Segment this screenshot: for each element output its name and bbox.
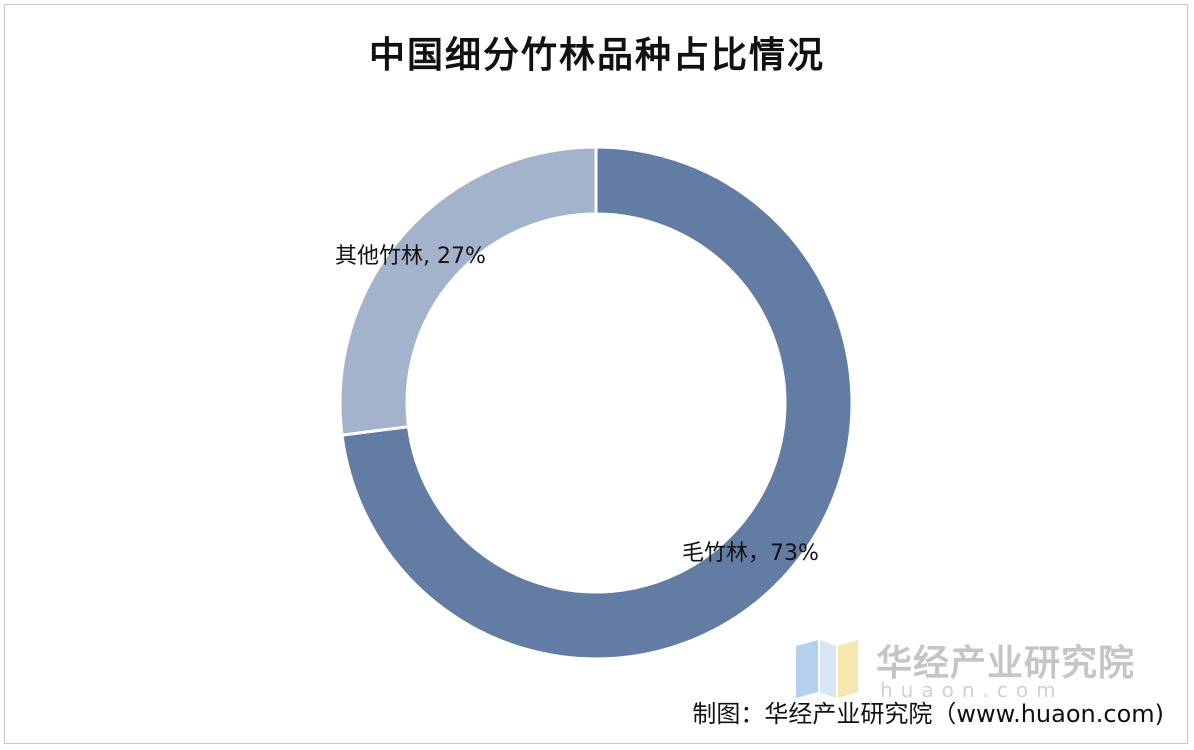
donut-slice-maozhu [340,145,854,661]
watermark-url: huaon.com [880,678,1064,702]
huajing-logo-icon [796,640,858,698]
slice-label-maozhu: 毛竹林，73% [682,541,819,566]
chart-title: 中国细分竹林品种占比情况 [368,34,825,76]
slice-label-other: 其他竹林, 27% [335,244,486,269]
donut-slice-other [338,145,598,437]
donut-slices [338,145,854,661]
source-note: 制图：华经产业研究院（www.huaon.com) [692,700,1164,728]
donut-labels: 毛竹林，73% 其他竹林, 27% [335,244,819,566]
watermark-name: 华经产业研究院 [876,643,1136,684]
watermark: 华经产业研究院 huaon.com [796,630,1176,702]
